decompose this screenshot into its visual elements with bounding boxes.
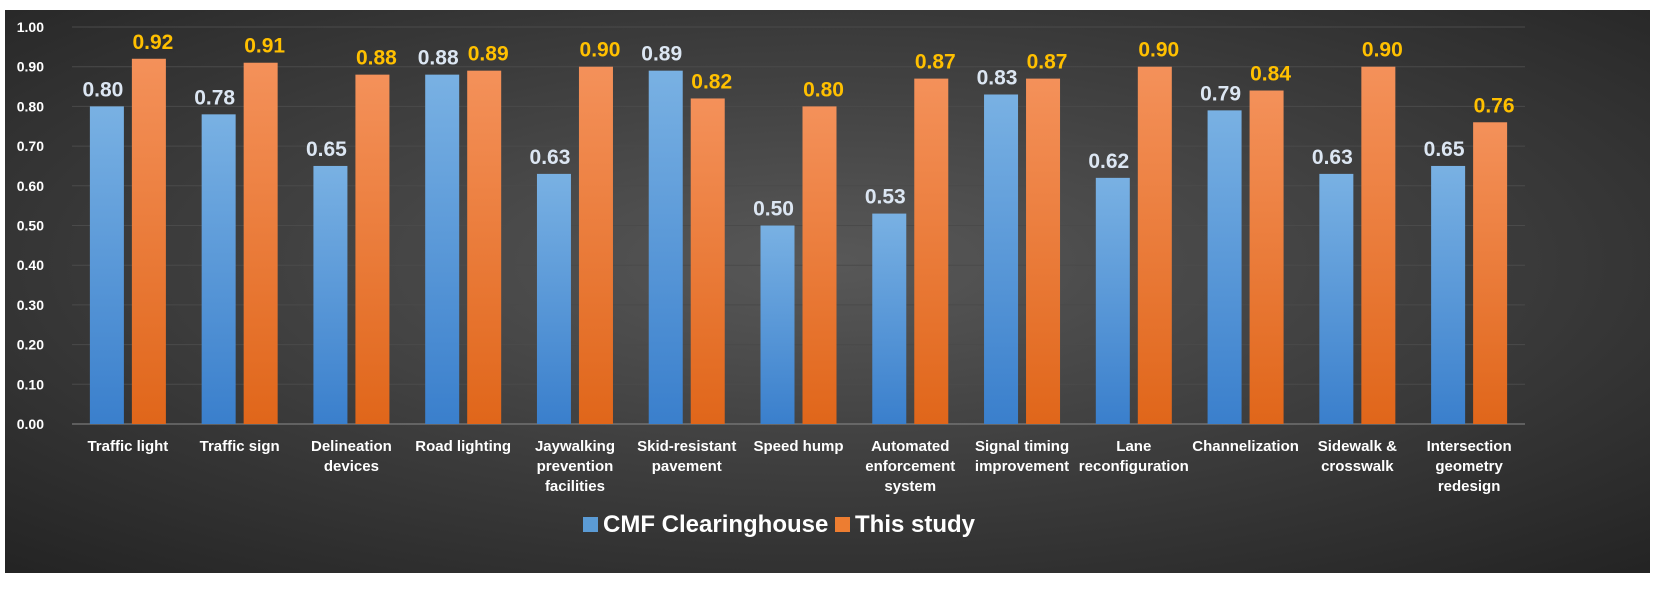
category-label: devices (324, 458, 379, 475)
legend-swatch (835, 517, 850, 532)
bar-this-study (243, 62, 278, 424)
y-tick-label: 1.00 (17, 19, 44, 35)
category-label: prevention (537, 458, 614, 475)
category-label: enforcement (865, 458, 955, 475)
bar-this-study (578, 66, 613, 424)
bar-cmf-clearinghouse (1319, 173, 1354, 424)
bar-cmf-clearinghouse (1207, 110, 1242, 425)
y-tick-label: 0.60 (17, 178, 44, 194)
category-label: Speed hump (753, 438, 843, 455)
category-label: Traffic light (87, 438, 168, 455)
category-label: Signal timing (975, 438, 1069, 455)
data-label: 0.76 (1474, 94, 1515, 117)
data-label: 0.65 (306, 138, 347, 161)
bar-cmf-clearinghouse (425, 74, 460, 424)
bar-this-study (690, 98, 725, 425)
bar-cmf-clearinghouse (1431, 165, 1466, 424)
data-label: 0.50 (753, 198, 794, 221)
data-label: 0.63 (1312, 146, 1353, 169)
bar-cmf-clearinghouse (313, 165, 348, 424)
data-label: 0.80 (803, 78, 844, 101)
data-label: 0.82 (691, 70, 732, 93)
category-label: Channelization (1192, 438, 1299, 455)
y-tick-label: 0.20 (17, 337, 44, 353)
data-label: 0.83 (977, 66, 1018, 89)
category-label: facilities (545, 478, 605, 495)
data-label: 0.88 (356, 47, 397, 70)
bar-cmf-clearinghouse (201, 114, 236, 424)
category-label: Traffic sign (200, 438, 280, 455)
data-label: 0.65 (1424, 138, 1465, 161)
bar-cmf-clearinghouse (872, 213, 907, 424)
bar-this-study (467, 70, 502, 425)
data-label: 0.53 (865, 186, 906, 209)
category-label: Automated (871, 438, 949, 455)
category-label: crosswalk (1321, 458, 1394, 475)
legend-label: CMF Clearinghouse (603, 511, 828, 538)
data-label: 0.84 (1250, 63, 1291, 86)
y-axis-ticks: 0.00 0.10 0.20 0.30 0.40 0.50 0.60 0.70 0.80 0.90… (17, 19, 44, 432)
bar-this-study (1137, 66, 1172, 424)
category-label: Sidewalk & (1318, 438, 1397, 455)
bar-cmf-clearinghouse (89, 106, 124, 425)
y-tick-label: 0.10 (17, 376, 44, 392)
bar-cmf-clearinghouse (1095, 177, 1130, 424)
bar-this-study (914, 78, 949, 425)
data-label: 0.79 (1200, 82, 1241, 105)
legend-label: This study (855, 511, 976, 538)
data-labels: 0.80 0.92 0.78 0.91 0.65 0.88 0.88 0.89 0.63 0.90… (82, 31, 1514, 221)
category-label: Lane (1116, 438, 1151, 455)
data-label: 0.90 (1138, 39, 1179, 62)
data-label: 0.92 (132, 31, 173, 54)
bars (89, 58, 1508, 425)
legend: CMF Clearinghouse This study (583, 511, 976, 538)
bar-cmf-clearinghouse (648, 70, 683, 425)
bar-this-study (1361, 66, 1396, 424)
data-label: 0.90 (1362, 39, 1403, 62)
category-label: improvement (975, 458, 1069, 475)
y-tick-label: 0.40 (17, 257, 44, 273)
data-label: 0.63 (530, 146, 571, 169)
bar-this-study (1473, 122, 1508, 424)
category-label: Delineation (311, 438, 392, 455)
bar-this-study (802, 106, 837, 425)
category-label: pavement (652, 458, 722, 475)
category-label: Road lighting (415, 438, 511, 455)
y-tick-label: 0.00 (17, 416, 44, 432)
bar-this-study (131, 58, 166, 424)
bar-cmf-clearinghouse (536, 173, 571, 424)
bar-this-study (1026, 78, 1061, 425)
category-label: geometry (1435, 458, 1503, 475)
data-label: 0.91 (244, 35, 285, 58)
bar-this-study (355, 74, 390, 424)
legend-swatch (583, 517, 598, 532)
category-labels: Traffic light Traffic sign Delineation devi… (87, 438, 1511, 495)
bar-this-study (1249, 90, 1284, 425)
y-tick-label: 0.90 (17, 59, 44, 75)
bar-cmf-clearinghouse (760, 225, 795, 424)
data-label: 0.90 (580, 39, 621, 62)
category-label: system (884, 478, 936, 495)
category-label: redesign (1438, 478, 1501, 495)
data-label: 0.89 (468, 43, 509, 66)
data-label: 0.78 (194, 86, 235, 109)
category-label: Intersection (1427, 438, 1512, 455)
category-label: reconfiguration (1079, 458, 1189, 475)
category-label: Skid-resistant (637, 438, 736, 455)
data-label: 0.87 (915, 51, 956, 74)
data-label: 0.62 (1088, 150, 1129, 173)
bar-cmf-clearinghouse (984, 94, 1019, 425)
y-tick-label: 0.70 (17, 138, 44, 154)
data-label: 0.87 (1027, 51, 1068, 74)
category-label: Jaywalking (535, 438, 615, 455)
y-tick-label: 0.80 (17, 98, 44, 114)
y-tick-label: 0.30 (17, 297, 44, 313)
y-tick-label: 0.50 (17, 218, 44, 234)
data-label: 0.80 (82, 78, 123, 101)
data-label: 0.89 (641, 43, 682, 66)
data-label: 0.88 (418, 47, 459, 70)
